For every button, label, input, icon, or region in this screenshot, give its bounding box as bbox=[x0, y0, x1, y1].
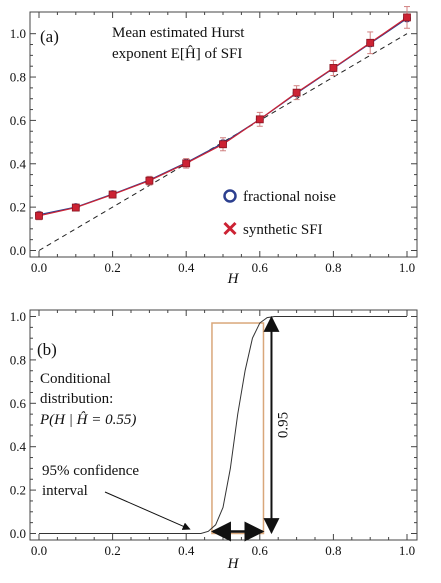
data-point-synthetic-sfi bbox=[292, 88, 301, 97]
data-point-synthetic-sfi bbox=[219, 140, 227, 149]
panel-b-x-tick-label: 1.0 bbox=[399, 543, 415, 558]
panel-b-annotation-line3: P(H | Ĥ = 0.55) bbox=[39, 411, 136, 428]
legend-circle-icon bbox=[223, 189, 237, 203]
panel-a-x-tick-label: 0.6 bbox=[252, 260, 269, 275]
data-point-synthetic-sfi bbox=[403, 13, 411, 22]
panel-b-annotation-line2: distribution: bbox=[40, 391, 113, 407]
panel-a-x-tick-label: 0.0 bbox=[31, 260, 47, 275]
panel-a-label: (a) bbox=[40, 27, 59, 46]
panel-b-y-tick-label: 0.2 bbox=[10, 483, 26, 498]
panel-b-x-axis-label: H bbox=[227, 556, 240, 572]
interval-label-line1: 95% confidence bbox=[42, 463, 139, 479]
panel-a-y-tick-label: 0.6 bbox=[10, 113, 27, 128]
legend-label-fractional-noise: fractional noise bbox=[243, 189, 336, 205]
panel-a-x-axis-label: H bbox=[227, 271, 240, 287]
panel-b-annotation-line1: Conditional bbox=[40, 371, 111, 387]
data-point-synthetic-sfi bbox=[108, 190, 117, 199]
panel-b-ticks: 0.0 0.2 0.4 0.6 0.8 1.0 0.0 0.2 0.4 0.6 0.8 1.0 bbox=[10, 309, 417, 558]
data-point-synthetic-sfi bbox=[35, 211, 43, 220]
confidence-interval-box bbox=[211, 322, 265, 535]
panel-a-y-tick-label: 0.0 bbox=[10, 243, 26, 258]
panel-b-y-tick-label: 0.8 bbox=[10, 352, 26, 367]
panel-a-y-tick-label: 0.8 bbox=[10, 70, 26, 85]
panel-b-label: (b) bbox=[37, 340, 57, 359]
data-point-synthetic-sfi bbox=[329, 64, 338, 72]
data-point-synthetic-sfi bbox=[366, 38, 375, 47]
panel-b-x-tick-label: 0.6 bbox=[252, 543, 269, 558]
interval-label-line2: interval bbox=[42, 483, 88, 499]
panel-b-x-tick-label: 0.2 bbox=[104, 543, 120, 558]
panel-b-y-tick-label: 0.4 bbox=[10, 439, 27, 454]
data-point-synthetic-sfi bbox=[255, 115, 264, 124]
panel-a-x-tick-label: 0.8 bbox=[325, 260, 341, 275]
panel-b-plot-area: 0.95 bbox=[39, 315, 407, 542]
panel-a-title-line2: exponent E[Ĥ] of SFI bbox=[112, 45, 242, 62]
panel-a-y-tick-label: 0.4 bbox=[10, 156, 27, 171]
interval-pointer-arrow bbox=[104, 491, 191, 530]
panel-b-x-tick-label: 0.0 bbox=[31, 543, 47, 558]
panel-a: (a) Mean estimated Hurst exponent E[Ĥ] o… bbox=[10, 6, 418, 287]
data-point-synthetic-sfi bbox=[71, 203, 80, 212]
panel-a-x-tick-label: 1.0 bbox=[399, 260, 415, 275]
panel-b-y-tick-label: 0.0 bbox=[10, 526, 26, 541]
reference-dashed-line bbox=[38, 33, 408, 251]
panel-b-x-tick-label: 0.8 bbox=[325, 543, 341, 558]
data-point-synthetic-sfi bbox=[182, 159, 191, 168]
panel-b: (b) Conditional distribution: P(H | Ĥ = … bbox=[10, 309, 418, 572]
panel-a-y-tick-label: 0.2 bbox=[10, 200, 26, 215]
panel-a-ticks: 0.0 0.2 0.4 0.6 0.8 1.0 0.0 0.2 0.4 0.6 0.8 1.0 bbox=[10, 12, 417, 275]
panel-a-plot-area bbox=[35, 6, 411, 251]
panel-b-x-tick-label: 0.4 bbox=[178, 543, 195, 558]
panel-a-title-line1: Mean estimated Hurst bbox=[112, 25, 245, 41]
panel-a-y-tick-label: 1.0 bbox=[10, 26, 26, 41]
legend-cross-icon bbox=[223, 221, 237, 236]
panel-a-legend: fractional noise synthetic SFI bbox=[223, 189, 336, 238]
panel-a-x-tick-label: 0.4 bbox=[178, 260, 195, 275]
data-point-synthetic-sfi bbox=[145, 176, 154, 185]
panel-b-y-tick-label: 1.0 bbox=[10, 309, 26, 324]
legend-label-synthetic-sfi: synthetic SFI bbox=[243, 222, 323, 238]
probability-mass-label: 0.95 bbox=[275, 412, 291, 438]
panel-a-x-tick-label: 0.2 bbox=[104, 260, 120, 275]
panel-b-y-tick-label: 0.6 bbox=[10, 396, 27, 411]
